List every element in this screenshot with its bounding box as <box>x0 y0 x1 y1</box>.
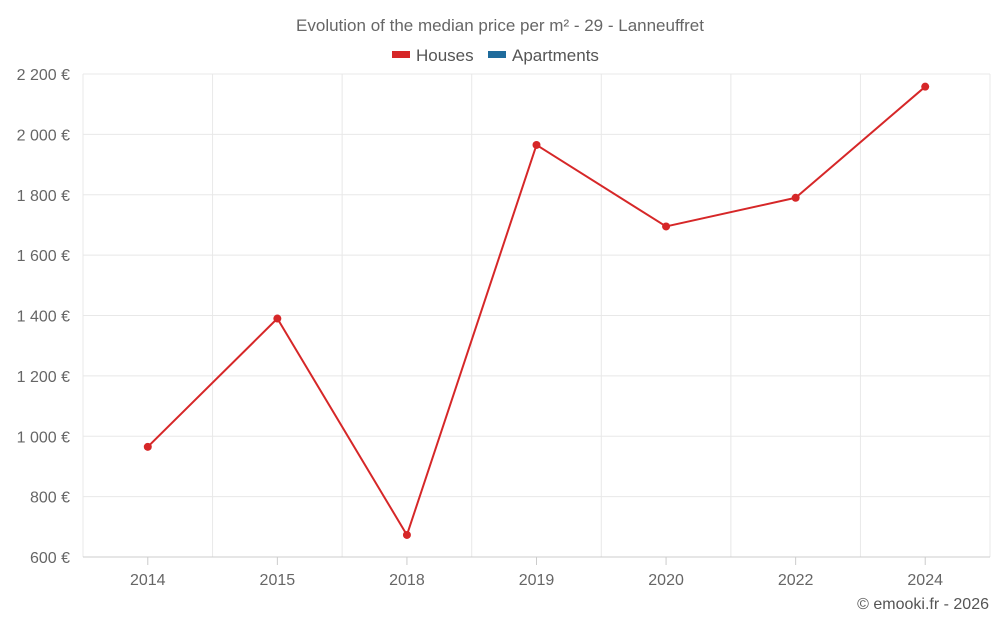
x-axis-ticks: 2014 2015 2018 2019 2020 2022 2024 <box>130 557 943 589</box>
x-tick-label: 2018 <box>389 572 425 589</box>
series-layer <box>143 82 930 539</box>
y-tick-label: 2 000 € <box>17 127 70 144</box>
legend-label-apartments: Apartments <box>512 46 599 65</box>
grid <box>82 73 991 557</box>
y-tick-label: 1 400 € <box>17 309 70 326</box>
legend-swatch-apartments <box>488 51 506 58</box>
data-point[interactable] <box>791 193 800 202</box>
data-point[interactable] <box>532 140 541 149</box>
x-tick-label: 2022 <box>778 572 814 589</box>
x-tick-label: 2020 <box>648 572 684 589</box>
credit-text: © emooki.fr - 2026 <box>857 596 989 613</box>
y-tick-label: 1 000 € <box>17 429 70 446</box>
data-point[interactable] <box>143 442 152 451</box>
y-tick-label: 600 € <box>30 550 70 567</box>
x-tick-label: 2024 <box>907 572 943 589</box>
y-axis-ticks: 600 € 800 € 1 000 € 1 200 € 1 400 € 1 600 € 1 … <box>17 67 70 567</box>
data-point[interactable] <box>273 314 282 323</box>
data-point[interactable] <box>662 222 671 231</box>
x-tick-label: 2019 <box>519 572 555 589</box>
y-tick-label: 1 800 € <box>17 188 70 205</box>
legend-label-houses: Houses <box>416 46 474 65</box>
data-point[interactable] <box>921 82 930 91</box>
series-line-houses <box>147 85 926 536</box>
y-tick-label: 2 200 € <box>17 67 70 84</box>
x-tick-label: 2014 <box>130 572 166 589</box>
x-tick-label: 2015 <box>260 572 296 589</box>
y-tick-label: 1 200 € <box>17 369 70 386</box>
y-tick-label: 1 600 € <box>17 248 70 265</box>
chart-title: Evolution of the median price per m² - 2… <box>296 16 704 35</box>
data-point[interactable] <box>402 530 411 539</box>
y-tick-label: 800 € <box>30 490 70 507</box>
legend: Houses Apartments <box>392 46 599 65</box>
legend-swatch-houses <box>392 51 410 58</box>
